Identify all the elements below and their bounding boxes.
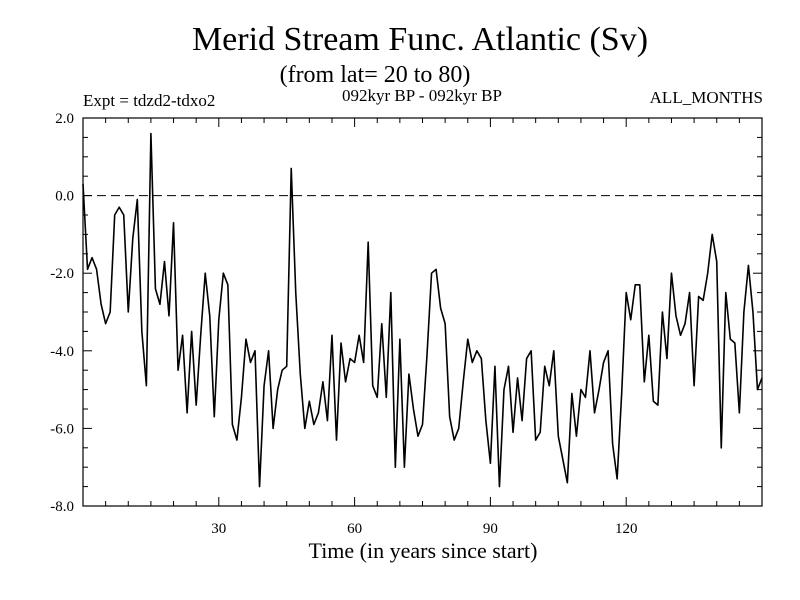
tick-layer [83, 118, 762, 506]
tick-label-layer: 30 60 90 120 2.0 0.0 -2.0 -4.0 -6.0 -8.0 [50, 111, 637, 537]
months-label: ALL_MONTHS [650, 88, 763, 107]
x-tick-label: 30 [211, 521, 226, 537]
y-tick-label: -4.0 [50, 344, 74, 360]
x-tick-label: 60 [347, 521, 362, 537]
x-tick-label: 120 [615, 521, 638, 537]
chart-subtitle: (from lat= 20 to 80) [280, 62, 471, 88]
x-axis-label: Time (in years since start) [309, 538, 538, 563]
experiment-label: Expt = tdzd2-tdxo2 [83, 91, 215, 110]
chart-title: Merid Stream Func. Atlantic (Sv) [192, 21, 648, 58]
x-tick-label: 90 [483, 521, 498, 537]
y-tick-label: -6.0 [50, 421, 74, 437]
series-layer [82, 132, 763, 488]
period-label: 092kyr BP - 092kyr BP [342, 86, 502, 105]
y-tick-label: 2.0 [55, 111, 74, 127]
y-tick-label: -8.0 [50, 499, 74, 515]
y-tick-label: 0.0 [55, 189, 74, 205]
y-tick-label: -2.0 [50, 266, 74, 282]
plot-frame [82, 117, 763, 507]
series-line [82, 132, 763, 488]
